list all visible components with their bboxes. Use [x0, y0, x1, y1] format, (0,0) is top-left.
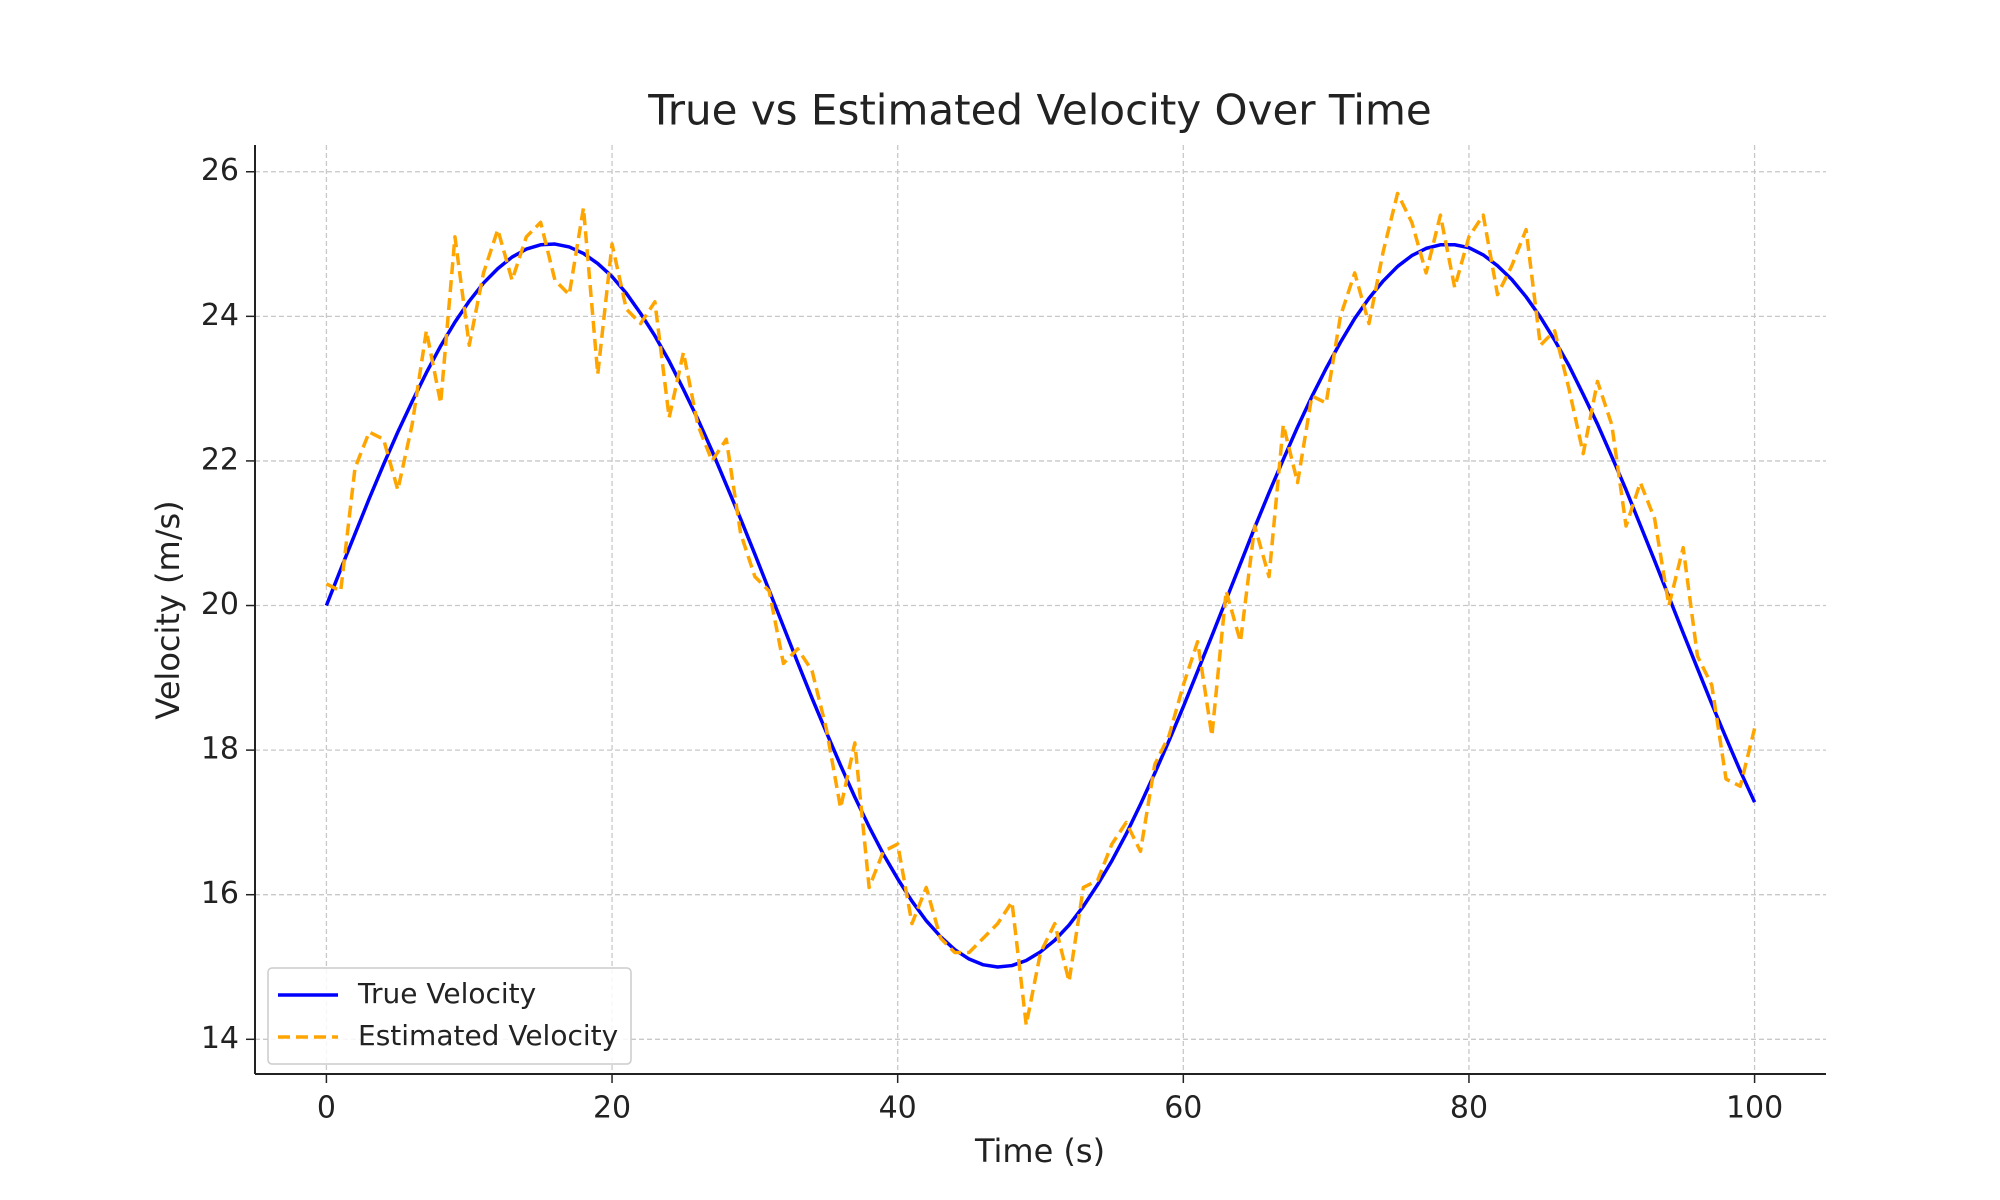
x-tick-label: 40: [879, 1091, 917, 1126]
y-tick-label: 26: [201, 153, 239, 188]
x-tick-label: 0: [317, 1091, 336, 1126]
x-axis-label: Time (s): [974, 1132, 1105, 1170]
legend-label: True Velocity: [357, 977, 536, 1010]
series-line: [325, 191, 1757, 1027]
y-tick-label: 18: [201, 732, 239, 767]
y-tick-label: 14: [201, 1021, 239, 1056]
y-axis-label: Velocity (m/s): [149, 500, 187, 719]
y-tick-label: 20: [201, 587, 239, 622]
legend-box: [267, 967, 632, 1065]
x-tick-label: 20: [593, 1091, 631, 1126]
y-tick-label: 16: [201, 876, 239, 911]
y-tick-label: 22: [201, 442, 239, 477]
x-tick-label: 80: [1450, 1091, 1488, 1126]
x-tick-label: 100: [1726, 1091, 1783, 1126]
x-tick-label: 60: [1164, 1091, 1202, 1126]
y-tick-label: 24: [201, 298, 239, 333]
chart-title: True vs Estimated Velocity Over Time: [647, 86, 1431, 135]
series-line: [324, 242, 1757, 969]
legend-label: Estimated Velocity: [358, 1019, 618, 1052]
